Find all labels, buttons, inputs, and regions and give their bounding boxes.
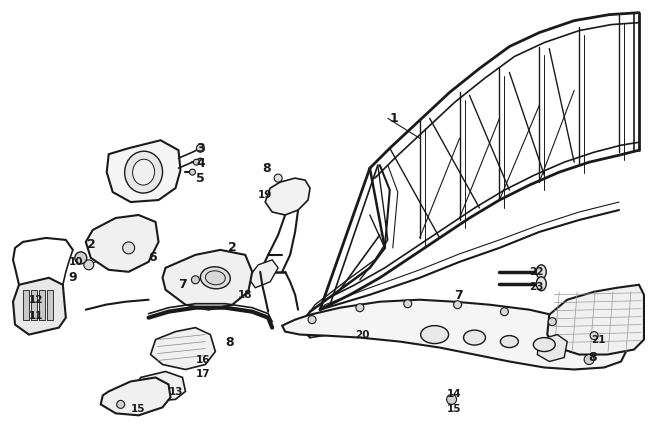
Text: 9: 9 — [69, 271, 77, 284]
Text: 3: 3 — [196, 142, 205, 155]
Text: 8: 8 — [262, 161, 271, 175]
Text: 11: 11 — [29, 311, 44, 321]
Text: 19: 19 — [258, 190, 272, 200]
Ellipse shape — [200, 267, 230, 289]
Polygon shape — [101, 377, 170, 415]
Text: 1: 1 — [390, 112, 398, 125]
Polygon shape — [538, 334, 567, 362]
Ellipse shape — [500, 336, 518, 348]
Text: 7: 7 — [454, 289, 463, 302]
Polygon shape — [162, 250, 252, 310]
Polygon shape — [282, 300, 627, 369]
Text: 13: 13 — [168, 387, 183, 397]
Ellipse shape — [454, 301, 462, 309]
Ellipse shape — [189, 169, 196, 175]
Text: 23: 23 — [529, 282, 544, 292]
Text: 6: 6 — [149, 251, 157, 265]
Polygon shape — [248, 260, 278, 288]
Polygon shape — [23, 290, 29, 320]
Ellipse shape — [447, 394, 456, 404]
Text: 17: 17 — [196, 369, 210, 380]
Text: 4: 4 — [196, 157, 205, 170]
Ellipse shape — [205, 271, 226, 285]
Ellipse shape — [548, 318, 556, 325]
Ellipse shape — [308, 316, 316, 324]
Text: 14: 14 — [447, 389, 461, 400]
Ellipse shape — [536, 265, 546, 279]
Ellipse shape — [584, 354, 594, 365]
Polygon shape — [31, 290, 37, 320]
Text: 20: 20 — [355, 330, 369, 340]
Text: 10: 10 — [69, 257, 83, 267]
Text: 21: 21 — [591, 334, 606, 345]
Ellipse shape — [125, 151, 162, 193]
Text: 5: 5 — [196, 172, 205, 184]
Ellipse shape — [463, 330, 486, 345]
Text: 12: 12 — [29, 295, 44, 305]
Ellipse shape — [404, 300, 411, 308]
Polygon shape — [86, 215, 159, 272]
Text: 15: 15 — [131, 404, 145, 414]
Polygon shape — [107, 140, 181, 202]
Text: 18: 18 — [239, 290, 253, 300]
Ellipse shape — [196, 144, 204, 152]
Polygon shape — [39, 290, 45, 320]
Text: 16: 16 — [196, 354, 210, 365]
Ellipse shape — [117, 400, 125, 409]
Ellipse shape — [536, 277, 546, 291]
Ellipse shape — [421, 325, 448, 344]
Ellipse shape — [500, 308, 508, 316]
Ellipse shape — [75, 252, 87, 264]
Ellipse shape — [356, 304, 364, 312]
Text: 8: 8 — [226, 336, 234, 349]
Text: 15: 15 — [447, 404, 461, 414]
Polygon shape — [265, 178, 310, 215]
Ellipse shape — [590, 331, 598, 340]
Polygon shape — [151, 328, 215, 369]
Text: 22: 22 — [529, 267, 544, 277]
Text: 2: 2 — [228, 242, 237, 254]
Polygon shape — [136, 371, 185, 401]
Polygon shape — [13, 278, 66, 334]
Ellipse shape — [274, 174, 282, 182]
Text: 7: 7 — [179, 278, 187, 291]
Polygon shape — [47, 290, 53, 320]
Ellipse shape — [133, 159, 155, 185]
Ellipse shape — [194, 159, 200, 165]
Text: 8: 8 — [588, 351, 597, 364]
Ellipse shape — [123, 242, 135, 254]
Polygon shape — [547, 285, 644, 354]
Ellipse shape — [192, 276, 200, 284]
Text: 2: 2 — [87, 239, 96, 251]
Ellipse shape — [533, 337, 555, 351]
Ellipse shape — [84, 260, 94, 270]
